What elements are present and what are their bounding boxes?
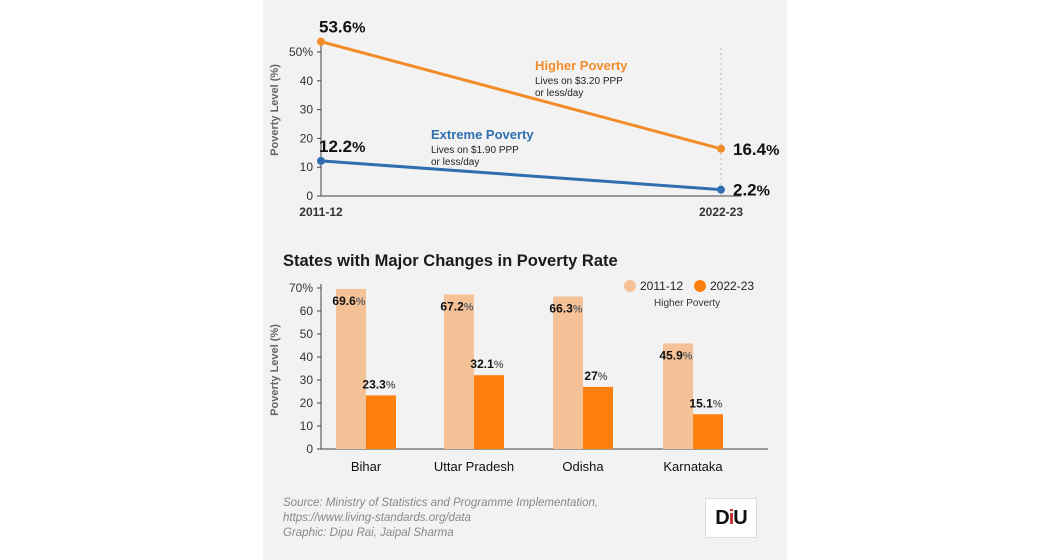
legend-note: Higher Poverty [654,298,720,309]
y-tick-label: 30 [300,373,314,387]
bar-data-label: 23.3% [362,377,395,391]
y-tick-label: 50% [289,45,313,59]
bar-2022-23 [366,395,396,449]
y-tick-label: 20 [300,131,314,145]
x-tick-label: 2022-23 [699,205,743,219]
annotation-higher-note: or less/day [535,88,583,99]
bar-2022-23 [474,375,504,449]
data-point-extreme [317,156,325,165]
series-line-extreme [320,159,722,192]
y-axis-label: Poverty Level (%) [269,64,281,156]
series-line-higher [320,40,722,151]
bar-data-label: 32.1% [470,357,503,371]
y-tick-label: 0 [306,189,313,203]
graphic-credit: Graphic: Dipu Rai, Jaipal Sharma [283,527,454,539]
y-tick-label: 70% [289,281,313,295]
data-label-extreme-end: 2.2% [733,181,770,200]
infographic-panel: Poverty Level (%) 0 10 20 30 40 50% 2011-12 2022… [263,0,787,560]
source-line-2: https://www.living-standards.org/data [283,512,471,524]
y-tick-label: 20 [300,396,314,410]
bar-2011-12 [336,288,366,449]
bar-data-label: 66.3% [549,302,582,316]
bar-chart: States with Major Changes in Poverty Rat… [269,252,768,474]
y-axis-label: Poverty Level (%) [269,324,281,416]
annotation-extreme-note: or less/day [431,157,479,168]
category-label: Odisha [562,459,604,474]
chart-title: States with Major Changes in Poverty Rat… [283,252,618,270]
bar-2022-23 [583,386,613,449]
y-tick-label: 50 [300,327,314,341]
y-tick-label: 30 [300,103,314,117]
bar-data-label: 69.6% [332,294,365,308]
data-point-higher [717,144,725,153]
source-line-1: Source: Ministry of Statistics and Progr… [283,497,599,509]
annotation-extreme-title: Extreme Poverty [431,127,534,142]
legend-swatch-2011-12 [624,280,636,292]
bar-data-label: 45.9% [659,348,692,362]
y-tick-label: 40 [300,74,314,88]
annotation-extreme-note: Lives on $1.90 PPP [431,145,519,156]
data-label-higher-end: 16.4% [733,140,779,159]
x-tick-label: 2011-12 [299,205,343,219]
y-tick-label: 0 [306,442,313,456]
data-label-extreme-start: 12.2% [319,137,365,156]
y-tick-label: 40 [300,350,314,364]
source-note: Source: Ministry of Statistics and Progr… [283,496,643,541]
bar-data-label: 67.2% [440,299,473,313]
annotation-higher-note: Lives on $3.20 PPP [535,76,623,87]
line-chart: Poverty Level (%) 0 10 20 30 40 50% 2011-12 2022… [269,18,779,219]
category-label: Uttar Pradesh [434,459,514,474]
data-point-extreme [717,185,725,194]
bar-2011-12 [553,296,583,449]
category-label: Bihar [351,459,382,474]
bar-2011-12 [663,343,693,449]
y-tick-label: 10 [300,419,314,433]
diu-logo: DiU [705,498,757,538]
legend-label-2022-23: 2022-23 [710,279,754,293]
bar-2011-12 [444,294,474,449]
annotation-higher-title: Higher Poverty [535,58,628,73]
legend-label-2011-12: 2011-12 [640,279,683,293]
y-tick-label: 60 [300,304,314,318]
bar-2022-23 [693,414,723,449]
data-point-higher [317,37,325,46]
data-label-higher-start: 53.6% [319,18,365,37]
category-label: Karnataka [663,459,723,474]
y-tick-label: 10 [300,160,314,174]
bar-data-label: 15.1% [689,396,722,410]
legend-swatch-2022-23 [694,280,706,292]
bar-data-label: 27% [584,369,607,383]
